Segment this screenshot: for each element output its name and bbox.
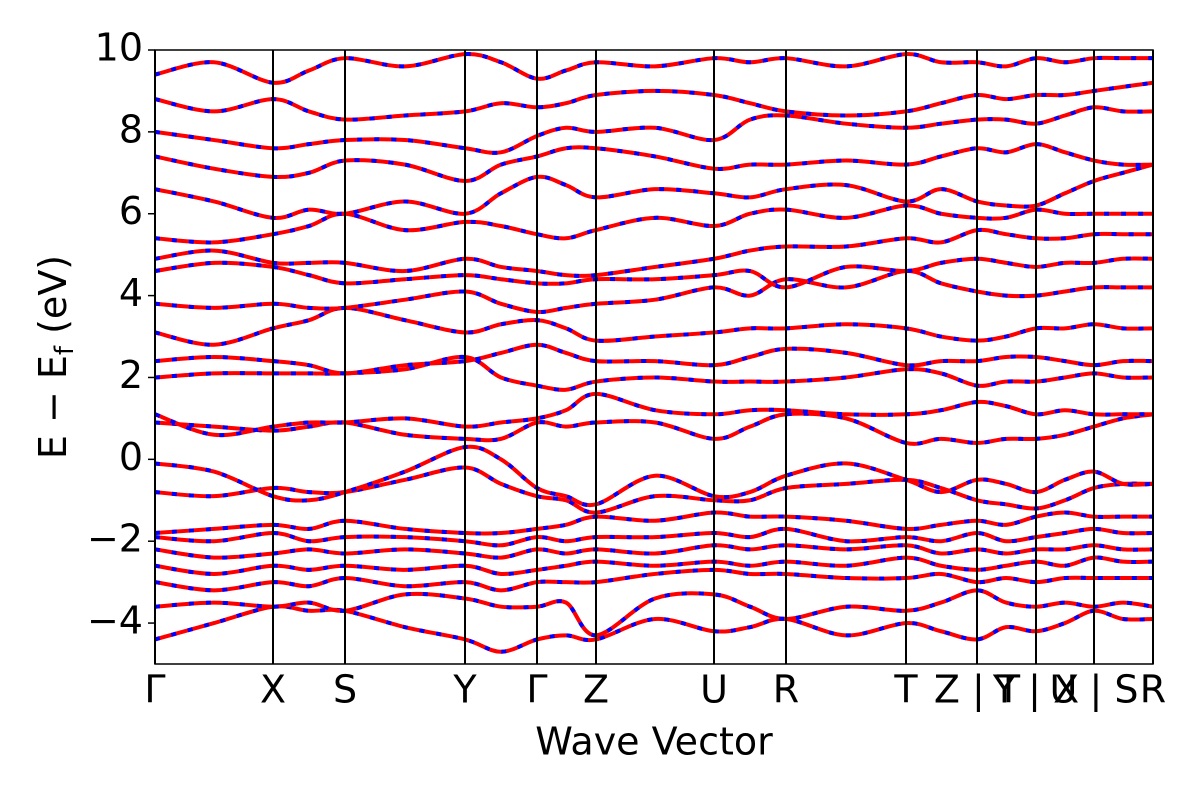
band-line <box>155 510 1153 536</box>
x-tick-label: Γ <box>526 668 547 712</box>
band-line-overlay <box>155 52 1153 85</box>
band-line-overlay <box>155 80 1153 122</box>
x-tick-label: Y | X <box>992 668 1079 713</box>
band-line <box>155 142 1153 183</box>
y-tick-label: 4 <box>119 271 143 315</box>
x-tick-label: R <box>773 668 799 712</box>
y-axis-label-unit: (eV) <box>31 255 75 346</box>
y-axis-label-sub: f <box>50 345 80 355</box>
band-line <box>155 543 1153 560</box>
y-tick-label: −2 <box>87 517 143 561</box>
y-tick-label: 0 <box>119 435 143 479</box>
y-tick-label: 6 <box>119 189 143 233</box>
x-tick-label: T <box>893 668 918 712</box>
band-line <box>155 604 1153 654</box>
band-line <box>155 80 1153 122</box>
band-line <box>155 526 1153 548</box>
band-line <box>155 105 1153 155</box>
x-tick-label: Γ <box>144 668 165 712</box>
band-line <box>155 555 1153 577</box>
y-tick-label: 8 <box>119 107 143 151</box>
x-axis-label: Wave Vector <box>535 720 773 764</box>
y-tick-label: −4 <box>87 599 143 643</box>
x-tick-label: X <box>260 668 286 712</box>
x-tick-label: R <box>1140 668 1166 712</box>
y-axis-label-main: E − E <box>31 355 75 459</box>
plot-area <box>155 52 1153 654</box>
y-tick-label: 10 <box>95 26 143 70</box>
band-line <box>155 52 1153 85</box>
x-tick-label: Z <box>583 668 609 712</box>
band-line <box>155 305 1153 347</box>
x-tick-label: U | S <box>1050 668 1139 713</box>
x-tick-label: Z | T <box>934 668 1021 713</box>
band-line <box>155 227 1153 278</box>
x-tick-label: U <box>700 668 728 712</box>
band-line-overlay <box>155 305 1153 347</box>
x-tick-label: S <box>333 668 357 712</box>
band-line <box>155 269 1153 315</box>
x-tick-label: Y <box>452 668 477 712</box>
y-tick-label: 2 <box>119 353 143 397</box>
band-line <box>155 567 1153 593</box>
y-axis-label: E − Ef (eV) <box>31 255 80 459</box>
band-line <box>155 342 1153 376</box>
